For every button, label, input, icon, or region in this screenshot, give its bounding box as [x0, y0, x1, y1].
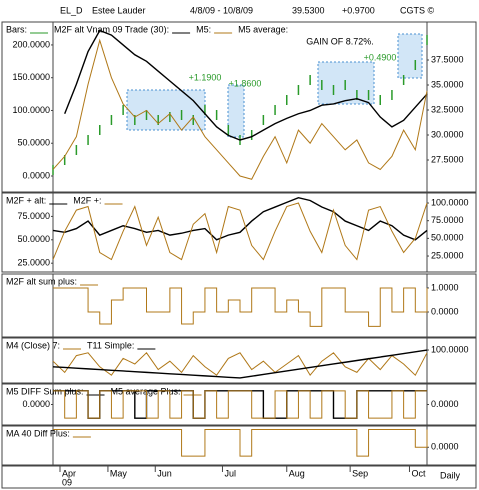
series-line [52, 349, 428, 379]
y2-tick-label: 50.0000 [431, 233, 464, 243]
y2-tick-label: 0.0000 [431, 306, 459, 316]
panel-frame [1, 383, 477, 426]
series-line [53, 390, 427, 419]
x-tick-label: Jul [224, 468, 236, 478]
panel-frame [1, 21, 477, 193]
legend-label: M2F +: [73, 195, 101, 205]
annotation: +0.4900 [364, 52, 397, 62]
series-line [53, 429, 428, 457]
trade-box [397, 33, 423, 79]
series-line [52, 352, 428, 377]
y-tick-label: 150.0000 [12, 72, 50, 82]
price-change: +0.9700 [342, 5, 375, 15]
series-line [52, 202, 428, 261]
y-tick-label: 200.0000 [12, 39, 50, 49]
y-tick-label: 100.0000 [12, 105, 50, 115]
y-tick-label: 50.0000 [17, 234, 50, 244]
y-tick-label: 0.0000 [22, 170, 50, 180]
date-range: 4/8/09 - 10/8/09 [190, 5, 253, 15]
legend-label: M5 DIFF Sum plus: [6, 386, 84, 396]
y2-tick-label: 75.0000 [431, 215, 464, 225]
legend-label: Bars: [6, 24, 27, 34]
y2-tick-label: 27.5000 [431, 154, 464, 164]
y-tick-label: 50.0000 [17, 138, 50, 148]
legend-label: M4 (Close) 7: [6, 340, 60, 350]
symbol: EL_D [60, 5, 83, 15]
series-line [52, 196, 428, 241]
x-tick-label: Aug [289, 468, 305, 478]
panel-frame [1, 273, 477, 338]
y2-tick-label: 30.0000 [431, 129, 464, 139]
panel-frame [1, 337, 477, 384]
panel-frame [1, 192, 477, 273]
legend-label: M5 average: [238, 24, 288, 34]
trade-box [126, 89, 206, 131]
legend-label: T11 Simple: [87, 340, 134, 350]
x-year-label: 09 [62, 477, 72, 487]
y2-tick-label: 25.0000 [431, 250, 464, 260]
annotation: +1.1900 [189, 72, 222, 82]
y-tick-label: 75.0000 [17, 211, 50, 221]
y2-tick-label: 100.0000 [431, 197, 469, 207]
legend-label: M2F alt Vnam 09 Trade (30): [54, 24, 169, 34]
legend-label: M5: [196, 24, 211, 34]
legend-label: M2F alt sum plus: [6, 276, 77, 286]
legend-label: M5 average Plus: [111, 386, 181, 396]
period-label: Daily [440, 470, 461, 480]
legend-label: M2F + alt: [6, 195, 46, 205]
y2-tick-label: 1.0000 [431, 282, 459, 292]
series-line [64, 29, 428, 141]
y2-tick-label: 32.5000 [431, 104, 464, 114]
y-tick-label: 25.0000 [17, 258, 50, 268]
series-line [52, 38, 428, 180]
panel-frame [1, 425, 477, 466]
series-line [53, 390, 427, 419]
annotation: GAIN OF 8.72%. [306, 36, 374, 46]
trade-box [227, 84, 245, 138]
y2-tick-label: 37.5000 [431, 54, 464, 64]
y2-tick-label: 100.0000 [431, 344, 469, 354]
y2-tick-label: 0.0000 [431, 399, 459, 409]
x-tick-label: May [110, 468, 128, 478]
x-tick-label: Jun [157, 468, 172, 478]
y2-tick-label: 0.0000 [431, 442, 459, 452]
x-tick-label: Oct [411, 468, 426, 478]
y2-tick-label: 35.0000 [431, 79, 464, 89]
y-tick-label: 0.0000 [22, 399, 50, 409]
x-axis-frame [1, 465, 477, 489]
trade-box [317, 61, 375, 105]
series-line [53, 287, 428, 327]
last-price: 39.5300 [292, 5, 325, 15]
credit: CGTS © [400, 5, 435, 15]
x-tick-label: Sep [352, 468, 368, 478]
annotation: +1.8600 [229, 78, 262, 88]
company: Estee Lauder [92, 5, 146, 15]
x-tick-label: Apr [62, 468, 76, 478]
legend-label: MA 40 Diff Plus: [6, 428, 70, 438]
